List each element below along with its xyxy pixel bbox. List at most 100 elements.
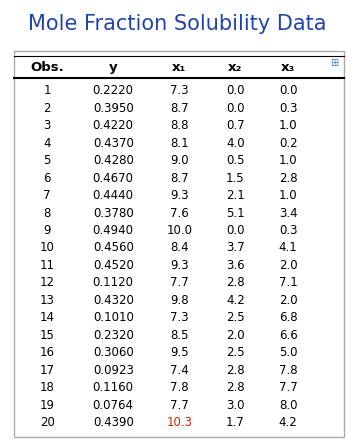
Text: 6.6: 6.6 [279,329,297,342]
Text: 1.0: 1.0 [279,154,297,167]
Text: 6.8: 6.8 [279,311,297,324]
Text: x₃: x₃ [281,61,295,74]
Text: 11: 11 [40,259,55,272]
Text: 8.4: 8.4 [170,241,189,254]
Text: 0.1160: 0.1160 [93,381,134,394]
Text: 2.8: 2.8 [226,364,245,377]
Text: 8.0: 8.0 [279,399,297,411]
Text: 2.0: 2.0 [279,294,297,307]
Text: 0.4670: 0.4670 [93,172,134,185]
Text: 8.7: 8.7 [170,172,189,185]
Text: 7.3: 7.3 [170,84,189,97]
Text: 1.0: 1.0 [279,189,297,202]
Text: 0.4440: 0.4440 [93,189,134,202]
Text: 16: 16 [40,346,55,359]
Text: 8.1: 8.1 [170,137,189,149]
Text: y: y [109,61,118,74]
Text: x₁: x₁ [172,61,186,74]
Text: 2.0: 2.0 [279,259,297,272]
Text: x₂: x₂ [228,61,242,74]
Text: 8.8: 8.8 [170,119,189,132]
Text: 0.0: 0.0 [279,84,297,97]
Text: 12: 12 [40,277,55,289]
Text: 4.2: 4.2 [226,294,245,307]
Text: 0.4280: 0.4280 [93,154,134,167]
Text: 0.0: 0.0 [226,102,245,115]
Text: 10: 10 [40,241,55,254]
Text: 4.2: 4.2 [279,416,297,429]
Text: 0.1010: 0.1010 [93,311,134,324]
Text: 2.0: 2.0 [226,329,245,342]
Text: 0.5: 0.5 [226,154,245,167]
Text: 7.4: 7.4 [170,364,189,377]
Text: 8.5: 8.5 [170,329,189,342]
Text: 4.1: 4.1 [279,241,297,254]
Text: 4.0: 4.0 [226,137,245,149]
Text: 0.4560: 0.4560 [93,241,134,254]
Text: 9.0: 9.0 [170,154,189,167]
Text: 3.7: 3.7 [226,241,245,254]
Text: 3.6: 3.6 [226,259,245,272]
Text: 3.4: 3.4 [279,206,297,220]
Text: 1.5: 1.5 [226,172,245,185]
Text: 0.7: 0.7 [226,119,245,132]
Text: 7.7: 7.7 [170,277,189,289]
Text: Mole Fraction Solubility Data: Mole Fraction Solubility Data [28,14,327,34]
Text: 7.7: 7.7 [279,381,297,394]
Text: 8.7: 8.7 [170,102,189,115]
Text: 10.3: 10.3 [166,416,192,429]
Text: 7: 7 [43,189,51,202]
Text: 10.0: 10.0 [166,224,192,237]
Text: 7.6: 7.6 [170,206,189,220]
Bar [14,51,344,437]
Text: 0.4390: 0.4390 [93,416,134,429]
Text: 0.3: 0.3 [279,102,297,115]
Text: 0.0764: 0.0764 [93,399,134,411]
Text: 0.4370: 0.4370 [93,137,134,149]
Text: 5.1: 5.1 [226,206,245,220]
Text: 3.0: 3.0 [226,399,245,411]
Text: 0.3780: 0.3780 [93,206,133,220]
Text: 0.1120: 0.1120 [93,277,134,289]
Text: ⊞: ⊞ [330,58,338,68]
Text: 0.2220: 0.2220 [93,84,134,97]
Text: 9.5: 9.5 [170,346,189,359]
Text: 7.7: 7.7 [170,399,189,411]
Text: 5.0: 5.0 [279,346,297,359]
Text: 9: 9 [43,224,51,237]
Text: 0.2: 0.2 [279,137,297,149]
Text: 0.4520: 0.4520 [93,259,134,272]
Text: 7.1: 7.1 [279,277,297,289]
Text: 2: 2 [43,102,51,115]
Text: 18: 18 [40,381,55,394]
Text: 2.8: 2.8 [279,172,297,185]
Text: 0.4940: 0.4940 [93,224,134,237]
Text: 0.3060: 0.3060 [93,346,133,359]
Text: 14: 14 [40,311,55,324]
Text: 2.5: 2.5 [226,346,245,359]
Text: 0.0923: 0.0923 [93,364,134,377]
Text: 0.0: 0.0 [226,84,245,97]
Text: 13: 13 [40,294,55,307]
Text: 9.3: 9.3 [170,189,189,202]
Text: 2.8: 2.8 [226,277,245,289]
Text: 2.8: 2.8 [226,381,245,394]
Text: 7.8: 7.8 [279,364,297,377]
Text: 1: 1 [43,84,51,97]
Text: 0.4220: 0.4220 [93,119,134,132]
Text: 8: 8 [44,206,51,220]
Text: 5: 5 [44,154,51,167]
Text: 1.7: 1.7 [226,416,245,429]
Text: 1.0: 1.0 [279,119,297,132]
Text: 2.5: 2.5 [226,311,245,324]
Text: 6: 6 [43,172,51,185]
Text: 9.8: 9.8 [170,294,189,307]
Text: 0.2320: 0.2320 [93,329,134,342]
Text: 15: 15 [40,329,55,342]
Text: 7.8: 7.8 [170,381,189,394]
Text: 7.3: 7.3 [170,311,189,324]
Text: Obs.: Obs. [30,61,64,74]
Text: 17: 17 [40,364,55,377]
Text: 9.3: 9.3 [170,259,189,272]
Text: 3: 3 [44,119,51,132]
